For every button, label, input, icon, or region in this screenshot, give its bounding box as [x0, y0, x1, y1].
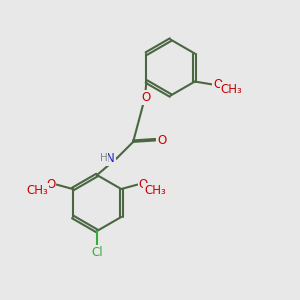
Text: N: N — [106, 152, 115, 165]
Text: O: O — [157, 134, 166, 147]
Text: O: O — [46, 178, 55, 191]
Text: Cl: Cl — [91, 246, 103, 259]
Text: CH₃: CH₃ — [221, 83, 242, 96]
Text: O: O — [142, 91, 151, 104]
Text: H: H — [100, 152, 108, 163]
Text: O: O — [213, 78, 222, 91]
Text: CH₃: CH₃ — [27, 184, 48, 197]
Text: CH₃: CH₃ — [144, 184, 166, 197]
Text: O: O — [139, 178, 148, 191]
